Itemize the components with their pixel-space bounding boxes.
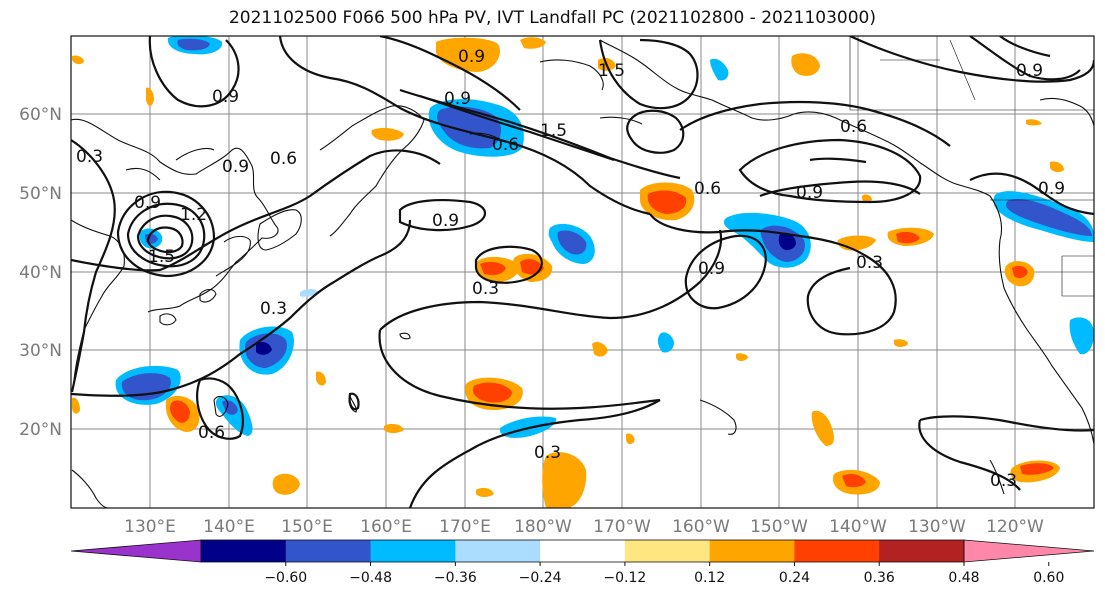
contour-label: 1.5	[540, 121, 567, 141]
contour-label: 0.9	[698, 259, 725, 279]
lon-label: 170°W	[593, 517, 651, 537]
contour-label: 0.6	[694, 179, 721, 199]
contour-label: 0.6	[198, 423, 225, 443]
lat-label: 40°N	[19, 263, 62, 283]
colorbar-segment	[285, 540, 372, 562]
lon-label: 140°W	[829, 517, 887, 537]
lon-label: 160°W	[672, 517, 730, 537]
latitude-labels: 60°N 50°N 40°N 30°N 20°N	[19, 105, 62, 440]
lon-label: 180°W	[514, 517, 572, 537]
lat-label: 20°N	[19, 420, 62, 440]
colorbar-tick-label: 0.36	[864, 570, 895, 586]
lon-label: 130°E	[124, 517, 176, 537]
contour-label: 0.3	[856, 253, 883, 273]
contour-label: 1.5	[148, 247, 175, 267]
colorbar-segment	[879, 540, 965, 562]
lon-label: 130°W	[908, 517, 966, 537]
colorbar-tick-label: 0.24	[779, 570, 810, 586]
colorbar-segment	[540, 540, 626, 562]
colorbar-outline	[200, 539, 965, 563]
contour-label: 1.5	[598, 61, 625, 81]
contour-labels: 0.9 0.9 0.6 0.9 0.6 1.5 1.5 0.6 0.6 0.9 …	[76, 47, 1065, 491]
colorbar-segment	[455, 540, 541, 562]
contour-label: 0.9	[458, 47, 485, 67]
contour-label: 0.9	[432, 211, 459, 231]
colorbar-extend-low	[70, 539, 202, 563]
contour-label: 0.9	[1038, 179, 1065, 199]
contour-label: 0.3	[260, 299, 287, 319]
contour-label: 0.3	[990, 471, 1017, 491]
contour-label: 0.3	[472, 279, 499, 299]
lon-label: 150°W	[750, 517, 808, 537]
contour-label: 0.9	[222, 157, 249, 177]
colorbar-tick-label: −0.60	[264, 570, 307, 586]
colorbar-segment	[201, 540, 287, 562]
contour-label: 0.3	[534, 443, 561, 463]
longitude-labels: 130°E 140°E 150°E 160°E 170°E 180°W 170°…	[124, 517, 1044, 537]
contour-label: 0.9	[796, 183, 823, 203]
contour-label: 0.3	[76, 147, 103, 167]
colorbar-tick-label: 0.60	[1033, 570, 1064, 586]
contour-label: 0.9	[212, 87, 239, 107]
colorbar-segment	[624, 540, 711, 562]
colorbar-segment	[370, 540, 456, 562]
map-border	[70, 35, 1095, 509]
lon-label: 120°W	[986, 517, 1044, 537]
colorbar-tick-label: −0.12	[603, 570, 646, 586]
lon-label: 160°E	[360, 517, 412, 537]
colorbar-extend-high	[963, 539, 1095, 563]
contour-label: 0.6	[492, 135, 519, 155]
lat-label: 60°N	[19, 105, 62, 125]
lat-label: 50°N	[19, 184, 62, 204]
contour-label: 0.6	[840, 117, 867, 137]
colorbar-segment	[709, 540, 795, 562]
lon-label: 150°E	[281, 517, 333, 537]
contour-label: 0.9	[134, 193, 161, 213]
contour-label: 0.9	[444, 89, 471, 109]
colorbar-tick-label: −0.24	[519, 570, 562, 586]
map-plot-area: 0.9 0.9 0.6 0.9 0.6 1.5 1.5 0.6 0.6 0.9 …	[71, 36, 1094, 508]
colorbar: −0.60 −0.48 −0.36 −0.24 −0.12 0.12 0.24 0.36 0.4…	[70, 539, 1095, 586]
pv-contours	[71, 36, 1094, 508]
colorbar-tick-label: −0.36	[434, 570, 477, 586]
lon-label: 170°E	[439, 517, 491, 537]
lon-label: 140°E	[203, 517, 255, 537]
contour-label: 1.2	[180, 205, 207, 225]
contour-label: 0.9	[1016, 61, 1043, 81]
map-title: 2021102500 F066 500 hPa PV, IVT Landfall…	[228, 8, 876, 28]
colorbar-segment	[794, 540, 880, 562]
colorbar-tick-label: 0.12	[694, 570, 725, 586]
lat-label: 30°N	[19, 341, 62, 361]
colorbar-tick-label: 0.48	[948, 570, 979, 586]
contour-label: 0.6	[270, 149, 297, 169]
colorbar-tick-label: −0.48	[349, 570, 392, 586]
